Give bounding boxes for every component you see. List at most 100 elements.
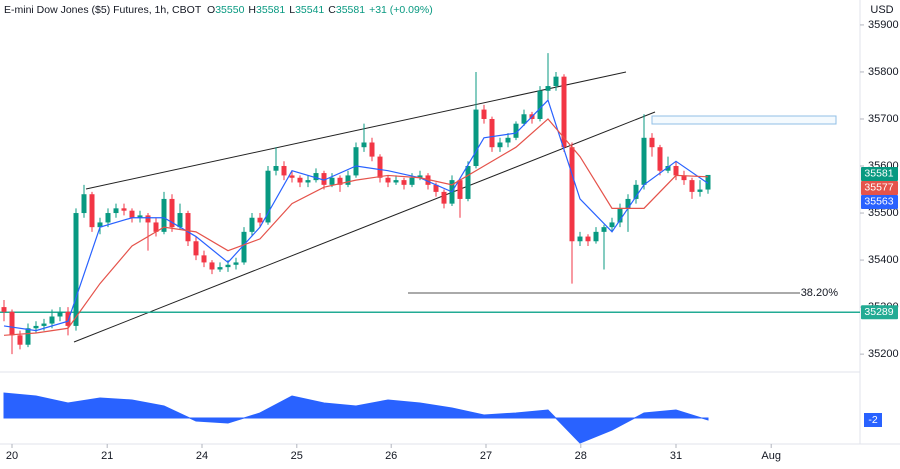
candle-body xyxy=(201,255,207,263)
candle-body xyxy=(689,180,695,192)
wedge-upper xyxy=(85,71,627,190)
candle-body xyxy=(353,147,359,176)
candle-body xyxy=(145,215,151,223)
candle-body xyxy=(681,175,687,181)
candle-body xyxy=(17,335,23,345)
x-tick-label: 25 xyxy=(291,450,303,462)
candle-body xyxy=(89,194,95,228)
candle-body xyxy=(225,264,231,268)
last-price-tag-bg xyxy=(861,166,898,181)
candle-body xyxy=(137,215,143,218)
candle-body xyxy=(289,175,295,178)
candle-body xyxy=(121,208,127,211)
candle-body xyxy=(649,137,655,148)
osc-tag-bg xyxy=(864,413,882,427)
candle-body xyxy=(369,142,375,157)
moving-average xyxy=(3,99,709,332)
candle-body xyxy=(569,147,575,242)
candle-body xyxy=(361,142,367,148)
y-tick-label: 35500 xyxy=(868,207,899,219)
candle-body xyxy=(65,311,71,326)
candle-body xyxy=(705,174,711,190)
candle-body xyxy=(617,208,623,223)
currency: USD xyxy=(870,4,893,16)
x-tick-label: Aug xyxy=(761,450,781,462)
candle-body xyxy=(537,90,543,119)
candle-body xyxy=(417,175,423,178)
candle-body xyxy=(385,177,391,183)
candle-body xyxy=(257,217,263,223)
candle-body xyxy=(305,180,311,183)
candle-body xyxy=(641,137,647,185)
candle-body xyxy=(105,213,111,223)
candle-body xyxy=(665,166,671,171)
candle-body xyxy=(81,194,87,214)
level-tag-bg xyxy=(861,305,898,320)
candle-body xyxy=(281,166,287,176)
candle-body xyxy=(577,236,583,242)
y-tick-label: 35200 xyxy=(868,348,899,360)
candle-body xyxy=(153,222,159,232)
candle-body xyxy=(177,213,183,228)
candle-body xyxy=(193,241,199,256)
candle-body xyxy=(217,267,223,270)
candle-body xyxy=(377,156,383,178)
candle-body xyxy=(329,177,335,185)
candle-body xyxy=(489,118,495,148)
candle-body xyxy=(313,173,319,181)
ma-fast-tag: 35563 xyxy=(864,196,893,208)
candle-body xyxy=(169,198,175,228)
candle-body xyxy=(697,189,703,192)
candle-body xyxy=(609,222,615,228)
gap-box xyxy=(651,115,837,125)
candle-body xyxy=(433,184,439,192)
ohlc-label: C xyxy=(328,4,336,16)
ohlc-value: 35541 xyxy=(295,4,324,16)
ohlc-label: L xyxy=(289,4,295,16)
candle-body xyxy=(473,109,479,167)
candle-body xyxy=(337,177,343,185)
ma-slow-tag: 35577 xyxy=(864,182,893,194)
candle-body xyxy=(457,180,463,199)
y-tick-label: 35800 xyxy=(868,66,899,78)
candle-body xyxy=(113,208,119,214)
candle-body xyxy=(505,137,511,143)
y-tick-label: 35700 xyxy=(868,113,899,125)
candle-body xyxy=(553,76,559,87)
candle-body xyxy=(625,198,631,209)
wedge-lower xyxy=(73,111,656,343)
candle-body xyxy=(593,231,599,242)
candle-body xyxy=(633,184,639,199)
candle-body xyxy=(57,311,63,317)
candle-body xyxy=(393,180,399,183)
candle-body xyxy=(673,166,679,176)
candle-body xyxy=(241,231,247,263)
candle-body xyxy=(545,86,551,91)
candle-body xyxy=(521,114,527,124)
candle-body xyxy=(345,175,351,185)
candle-body xyxy=(561,76,567,148)
candle-body xyxy=(73,213,79,326)
candle-body xyxy=(481,109,487,119)
fib-label: 38.20% xyxy=(801,287,839,299)
candle-body xyxy=(297,177,303,183)
ohlc-label: H xyxy=(248,4,256,16)
candle-body xyxy=(497,142,503,148)
candle-body xyxy=(161,198,167,232)
x-tick-label: 20 xyxy=(6,450,18,462)
y-tick-label: 35900 xyxy=(868,19,899,31)
candle-body xyxy=(657,147,663,171)
oscillator-area xyxy=(3,392,709,444)
change: +31 (+0.09%) xyxy=(369,4,433,16)
ma-fast-tag-bg xyxy=(861,194,898,209)
candle-body xyxy=(401,180,407,185)
candle-body xyxy=(209,262,215,270)
last-price-tag: 35581 xyxy=(864,168,893,180)
moving-average xyxy=(3,118,709,336)
candle-body xyxy=(33,325,39,329)
candle-body xyxy=(465,166,471,199)
candle-body xyxy=(233,262,239,265)
x-tick-label: 28 xyxy=(575,450,587,462)
candle-body xyxy=(441,191,447,204)
ma-slow-tag-bg xyxy=(861,180,898,195)
